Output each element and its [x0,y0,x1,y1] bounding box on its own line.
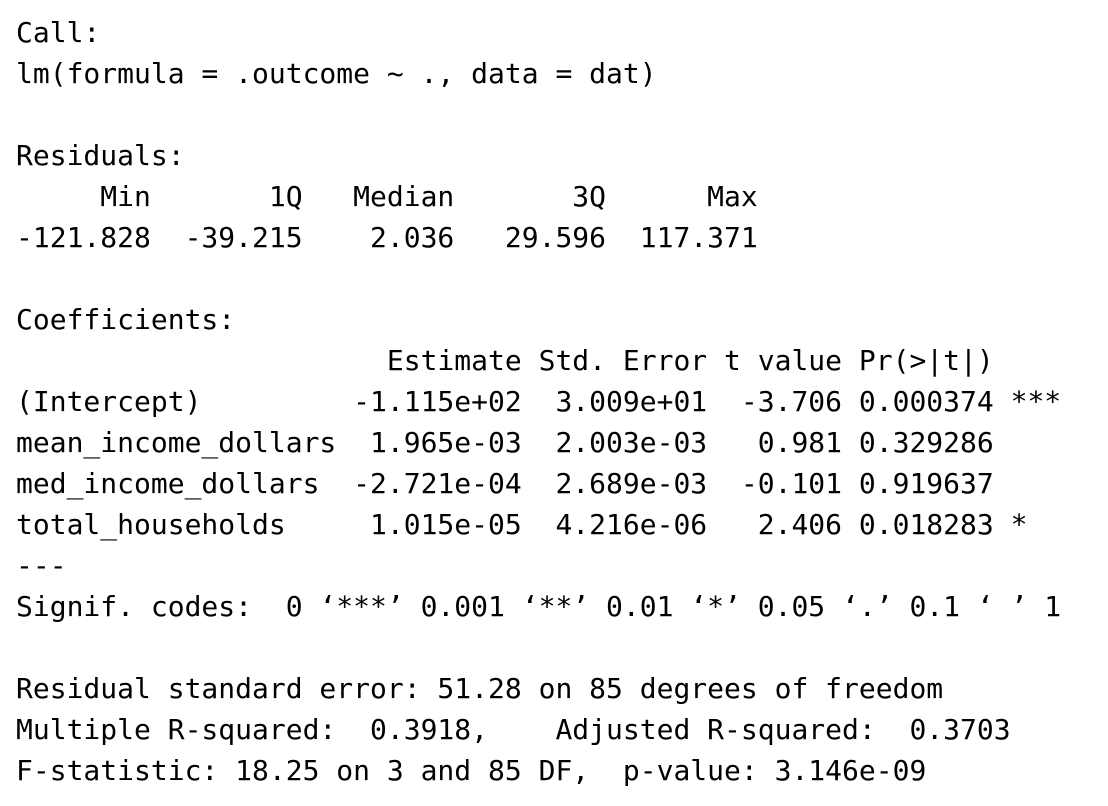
residual-standard-error: Residual standard error: 51.28 on 85 deg… [16,672,944,705]
blank-line [16,627,1108,668]
signif-codes: Signif. codes: 0 ‘***’ 0.001 ‘**’ 0.01 ‘… [16,590,1062,623]
call-formula: lm(formula = .outcome ~ ., data = dat) [16,57,657,90]
coefficient-row-mean-income: mean_income_dollars 1.965e-03 2.003e-03 … [16,426,1062,459]
residuals-values: -121.828 -39.215 2.036 29.596 117.371 [16,221,775,254]
f-statistic-line: F-statistic: 18.25 on 3 and 85 DF, p-val… [16,754,927,787]
blank-line [16,94,1108,135]
blank-line [16,258,1108,299]
coefficient-row-intercept: (Intercept) -1.115e+02 3.009e+01 -3.706 … [16,385,1062,418]
coefficients-header: Estimate Std. Error t value Pr(>|t|) [16,344,1062,377]
coefficients-heading: Coefficients: [16,303,236,336]
coefficient-row-med-income: med_income_dollars -2.721e-04 2.689e-03 … [16,467,1062,500]
residuals-header: Min 1Q Median 3Q Max [16,180,775,213]
r-squared-line: Multiple R-squared: 0.3918, Adjusted R-s… [16,713,1028,746]
r-console-output: Call: lm(formula = .outcome ~ ., data = … [16,12,1108,791]
call-heading: Call: [16,16,101,49]
coefficient-row-total-households: total_households 1.015e-05 4.216e-06 2.4… [16,508,1062,541]
residuals-heading: Residuals: [16,139,185,172]
coefficients-separator: --- [16,549,67,582]
